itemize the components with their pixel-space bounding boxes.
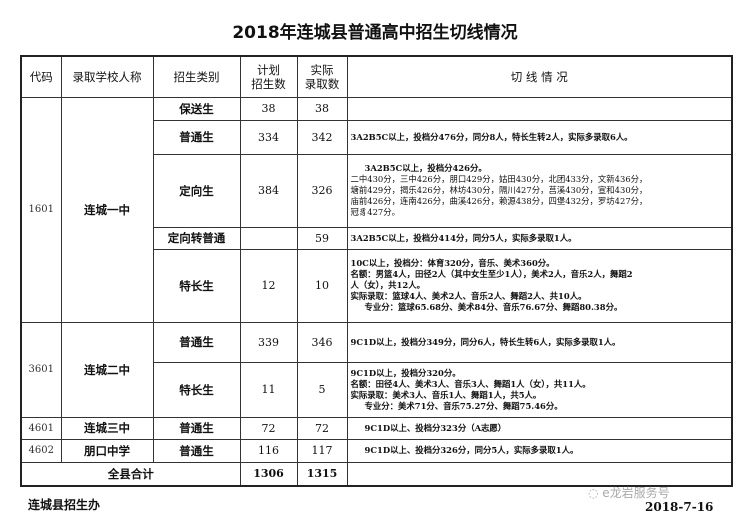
- cutoff-line: 塘前429分，揭乐426分，林坊430分，隔川427分，莒溪430分，宣和430…: [350, 185, 648, 195]
- cutoff-detail: 9C1D以上，投档分320分。 名额：田径4人、美术3人、音乐3人、舞蹈1人（女…: [346, 361, 733, 418]
- category: 普通生: [152, 321, 241, 363]
- header-actual: 实际 录取数: [296, 55, 348, 98]
- table-row: 普通生 334 342 3A2B5C以上，投档分476分，同分8人，特长生转2人…: [21, 119, 733, 155]
- school-name: 连城二中: [60, 321, 154, 418]
- cutoff-line: 名额：男篮4人，田径2人（其中女生至少1人），美术2人，音乐2人，舞蹈2: [350, 269, 633, 279]
- cutoff-detail: [346, 96, 733, 121]
- actual-count: 72: [296, 416, 348, 440]
- header-actual-line2: 录取数: [304, 76, 340, 91]
- category: 特长生: [152, 248, 241, 323]
- plan-count: 12: [239, 248, 298, 323]
- cutoff-line: 3A2B5C以上，投档分476分，同分8人，特长生转2人，实际多录取6人。: [350, 131, 633, 142]
- actual-count: 10: [296, 248, 348, 323]
- actual-count: 59: [296, 226, 348, 250]
- plan-count: 339: [239, 321, 298, 363]
- category: 普通生: [152, 416, 241, 440]
- actual-count: 38: [296, 96, 348, 121]
- page-title: 2018年连城县普通高中招生切线情况: [232, 23, 518, 43]
- table-row: 定向生 384 326 3A2B5C以上，投档分426分。 二中430分，三中4…: [21, 153, 733, 228]
- cutoff-line: 实际录取：篮球4人、美术2人、音乐2人、舞蹈2人、共10人。: [350, 291, 587, 301]
- plan-count: [239, 226, 298, 250]
- school-name: 连城一中: [60, 96, 154, 323]
- cutoff-line: 9C1D以上、投档分326分，同分5人，实际多录取1人。: [364, 445, 579, 455]
- cutoff-detail: 3A2B5C以上，投档分476分，同分8人，特长生转2人，实际多录取6人。: [346, 119, 733, 155]
- school-code: 3601: [20, 321, 62, 418]
- header-cutoff: 切 线 情 况: [346, 55, 733, 98]
- total-label: 全县合计: [20, 461, 241, 487]
- issuer: 连城县招生办: [28, 498, 101, 512]
- cutoff-line: 9C1D以上，投档分349分，同分6人，特长生转6人，实际多录取1人。: [350, 336, 621, 347]
- total-actual: 1315: [296, 461, 348, 487]
- table-row: 4601 连城三中 普通生 72 72 9C1D以上、投档分323分（A志愿）: [20, 416, 733, 440]
- issue-date: 2018-7-16: [645, 500, 714, 514]
- header-school: 录取学校人称: [60, 55, 154, 98]
- header-plan: 计划 招生数: [239, 55, 298, 98]
- actual-count: 326: [296, 153, 348, 228]
- actual-count: 117: [296, 438, 348, 463]
- cutoff-detail: 10C以上，投档分：体育320分，音乐、美术360分。 名额：男篮4人，田径2人…: [346, 248, 733, 323]
- cutoff-detail: 9C1D以上、投档分323分（A志愿）: [346, 416, 733, 440]
- total-cutoff-empty: [346, 461, 733, 487]
- category: 定向生: [152, 153, 241, 228]
- category: 普通生: [152, 438, 241, 463]
- table-row: 4602 朋口中学 普通生 116 117 9C1D以上、投档分326分，同分5…: [20, 438, 733, 463]
- cutoff-line: 9C1D以上，投档分320分。: [350, 367, 461, 378]
- watermark-text: e龙岩服务号: [602, 486, 670, 500]
- plan-count: 72: [239, 416, 298, 440]
- table-row: 特长生 12 10 10C以上，投档分：体育320分，音乐、美术360分。 名额…: [21, 248, 733, 323]
- category: 定向转普通: [152, 226, 241, 250]
- cutoff-detail: 3A2B5C以上，投档分426分。 二中430分，三中426分，朋口429分，姑…: [346, 153, 733, 228]
- school-code: 4601: [20, 416, 62, 440]
- wechat-icon: ◌: [588, 486, 603, 500]
- plan-count: 11: [239, 361, 298, 418]
- table-row: 3601 连城二中 普通生 339 346 9C1D以上，投档分349分，同分6…: [20, 321, 733, 418]
- plan-count: 116: [239, 438, 298, 463]
- cutoff-line: 庙前426分，连南426分，曲溪426分，赖源438分，四堡432分，罗坊427…: [350, 196, 648, 206]
- cutoff-line: 10C以上，投档分：体育320分，音乐、美术360分。: [350, 258, 555, 268]
- cutoff-detail: 9C1D以上、投档分326分，同分5人，实际多录取1人。: [346, 438, 733, 463]
- school-name: 连城三中: [60, 416, 154, 440]
- table-row: 特长生 11 5 9C1D以上，投档分320分。 名额：田径4人、美术3人、音乐…: [21, 361, 733, 418]
- header-code: 代码: [20, 55, 62, 98]
- cutoff-table: 代码 录取学校人称 招生类别 计划 招生数 实际 录取数 切 线 情 况 1601 …: [20, 55, 733, 487]
- cutoff-line: 实际录取：美术3人、音乐1人、舞蹈1人，共5人。: [350, 389, 542, 400]
- plan-count: 38: [239, 96, 298, 121]
- cutoff-line: 专业分：篮球65.68分、美术84分、音乐76.67分、舞蹈80.38分。: [364, 302, 623, 312]
- plan-count: 334: [239, 119, 298, 155]
- header-category: 招生类别: [152, 55, 241, 98]
- header-plan-line2: 招生数: [251, 76, 286, 91]
- cutoff-line: 9C1D以上、投档分323分（A志愿）: [364, 422, 507, 433]
- category: 特长生: [152, 361, 241, 418]
- plan-count: 384: [239, 153, 298, 228]
- school-name: 朋口中学: [60, 438, 154, 463]
- category: 普通生: [152, 119, 241, 155]
- category: 保送生: [152, 96, 241, 121]
- cutoff-line: 3A2B5C以上，投档分426分。: [364, 163, 487, 173]
- school-code: 1601: [20, 96, 62, 323]
- watermark: ◌ e龙岩服务号: [588, 484, 670, 501]
- total-plan: 1306: [239, 461, 298, 487]
- cutoff-line: 名额：田径4人、美术3人、音乐3人、舞蹈1人（女），共11人。: [350, 378, 591, 389]
- header-row: 代码 录取学校人称 招生类别 计划 招生数 实际 录取数 切 线 情 况: [20, 55, 733, 98]
- actual-count: 346: [296, 321, 348, 363]
- cutoff-line: 二中430分，三中426分，朋口429分，姑田430分，北团433分，文新436…: [350, 174, 648, 184]
- cutoff-line: 3A2B5C以上，投档分414分，同分5人，实际多录取1人。: [350, 232, 577, 243]
- school-code: 4602: [20, 438, 62, 463]
- table-row: 1601 连城一中 保送生 38 38: [20, 96, 733, 323]
- header-plan-line1: 计划: [257, 62, 280, 77]
- actual-count: 342: [296, 119, 348, 155]
- total-row: 全县合计 1306 1315: [20, 461, 733, 487]
- cutoff-detail: 9C1D以上，投档分349分，同分6人，特长生转6人，实际多录取1人。: [346, 321, 733, 363]
- cutoff-line: 人（女），共12人。: [350, 280, 425, 290]
- header-actual-line1: 实际: [310, 62, 334, 77]
- actual-count: 5: [296, 361, 348, 418]
- cutoff-line: 冠豸427分。: [350, 207, 401, 217]
- cutoff-line: 专业分：美术71分、音乐75.27分、舞蹈75.46分。: [364, 400, 563, 411]
- cutoff-detail: 3A2B5C以上，投档分414分，同分5人，实际多录取1人。: [346, 226, 733, 250]
